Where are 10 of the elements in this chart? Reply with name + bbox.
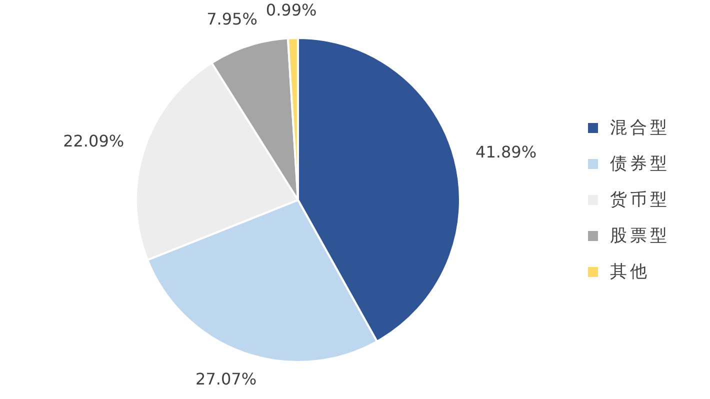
legend-label: 股票型: [610, 226, 670, 246]
data-label: 0.99%: [266, 0, 317, 20]
legend-label: 混合型: [610, 118, 670, 138]
data-label: 7.95%: [206, 10, 258, 29]
legend-label: 其他: [610, 262, 650, 282]
legend-label: 债券型: [610, 154, 670, 174]
data-label: 41.89%: [476, 142, 537, 162]
data-label: 27.07%: [196, 370, 257, 389]
legend-label: 货币型: [610, 190, 670, 210]
data-label: 22.09%: [63, 132, 124, 151]
